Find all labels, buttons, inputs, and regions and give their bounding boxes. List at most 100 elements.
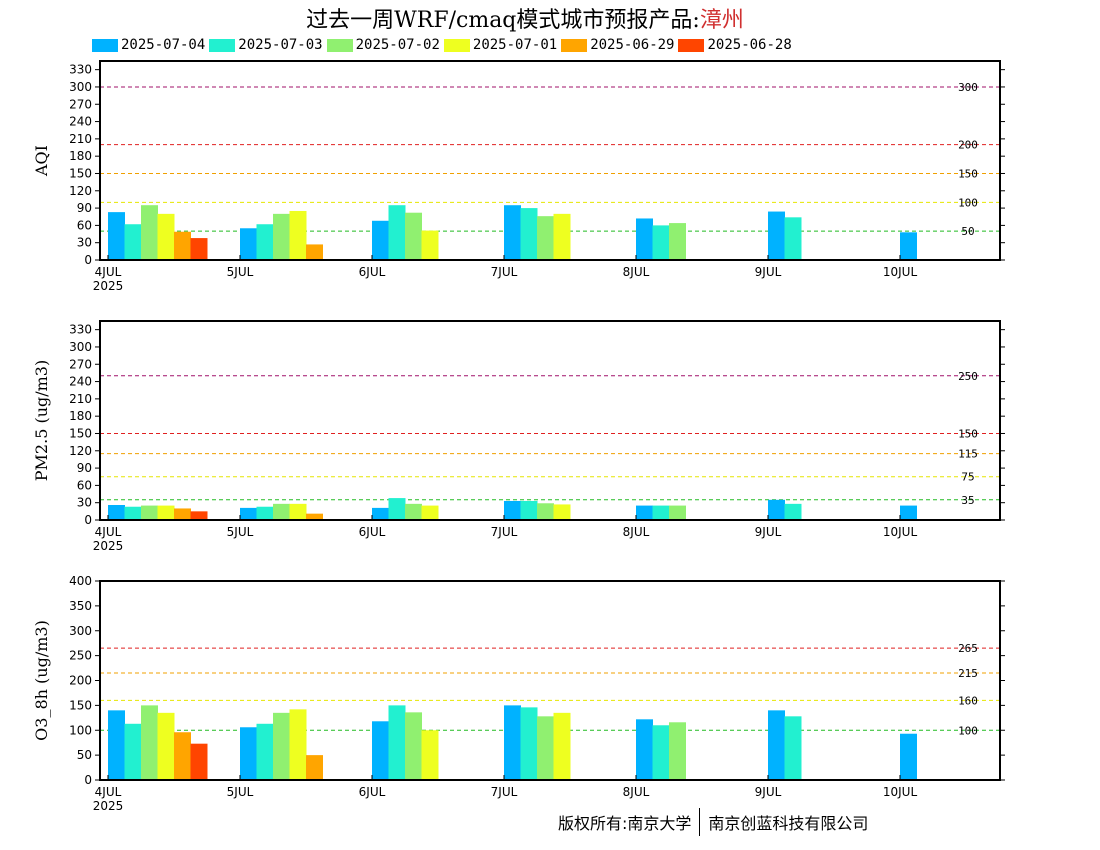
bar: [421, 505, 439, 520]
bar: [124, 506, 142, 520]
legend-swatch: [326, 38, 353, 52]
legend-item: 2025-07-01: [443, 36, 557, 54]
x-tick-label: 6JUL: [359, 785, 386, 799]
legend-swatch: [678, 38, 705, 52]
x-tick-label: 10JUL: [883, 525, 918, 539]
threshold-label: 115: [958, 448, 978, 461]
y-tick-label: 100: [69, 723, 92, 737]
bar: [636, 505, 653, 520]
threshold-label: 160: [958, 694, 978, 707]
bar: [768, 499, 785, 520]
y-axis-label: AQI: [32, 145, 51, 177]
legend-swatch: [92, 38, 118, 52]
y-tick-label: 300: [69, 340, 92, 354]
y-tick-label: 0: [84, 773, 92, 787]
y-tick-label: 300: [69, 80, 92, 94]
bar: [240, 727, 257, 780]
bar: [768, 710, 785, 780]
legend-swatch: [443, 38, 470, 52]
y-tick-label: 0: [84, 513, 92, 527]
legend-label: 2025-06-29: [590, 37, 675, 53]
x-tick-label: 4JUL: [95, 785, 122, 799]
bar: [900, 232, 917, 260]
bar: [636, 218, 653, 260]
y-tick-label: 330: [69, 63, 92, 77]
threshold-label: 100: [958, 724, 978, 737]
bar: [273, 712, 290, 780]
bar: [190, 238, 208, 260]
threshold-label: 200: [958, 139, 978, 152]
bar: [553, 712, 571, 780]
bar: [174, 231, 191, 260]
y-tick-label: 90: [77, 201, 92, 215]
x-tick-label: 8JUL: [623, 785, 650, 799]
x-tick-label: 6JUL: [359, 265, 386, 279]
bar: [256, 723, 274, 780]
bar: [273, 213, 290, 260]
y-tick-label: 330: [69, 323, 92, 337]
bar: [553, 504, 571, 520]
bar: [306, 755, 323, 780]
bar: [421, 730, 439, 780]
y-tick-label: 200: [69, 674, 92, 688]
bar: [141, 505, 158, 520]
threshold-label: 215: [958, 667, 978, 680]
y-tick-label: 210: [69, 132, 92, 146]
x-tick-label: 7JUL: [491, 265, 518, 279]
y-tick-label: 0: [84, 253, 92, 267]
bar: [520, 707, 538, 780]
bar: [240, 507, 257, 520]
threshold-label: 150: [958, 167, 978, 180]
bar: [124, 224, 142, 260]
bar: [784, 716, 802, 780]
bar: [405, 712, 422, 780]
copyright-footer: 版权所有:南京大学 南京创蓝科技有限公司: [558, 808, 868, 836]
threshold-label: 75: [961, 471, 974, 484]
x-tick-label: 10JUL: [883, 785, 918, 799]
bar: [372, 721, 389, 780]
x-tick-label: 10JUL: [883, 265, 918, 279]
y-tick-label: 30: [77, 496, 92, 510]
x-tick-label: 5JUL: [227, 785, 254, 799]
bar: [108, 710, 125, 780]
y-tick-label: 150: [69, 426, 92, 440]
y-tick-label: 150: [69, 166, 92, 180]
legend-item: 2025-07-02: [326, 36, 440, 54]
title-city: 漳州: [699, 8, 744, 33]
legend-label: 2025-06-28: [707, 37, 792, 53]
bar: [504, 500, 521, 520]
bar: [289, 210, 307, 260]
bar: [141, 205, 158, 260]
x-tick-label: 5JUL: [227, 265, 254, 279]
threshold-label: 265: [958, 642, 978, 655]
bar: [388, 705, 406, 780]
bar: [157, 712, 175, 780]
threshold-label: 35: [961, 494, 974, 507]
chart-title: 过去一周WRF/cmaq模式城市预报产品:漳州: [0, 2, 1050, 34]
x-tick-label: 9JUL: [755, 525, 782, 539]
x-tick-label: 7JUL: [491, 785, 518, 799]
bar: [669, 722, 686, 780]
bar: [388, 205, 406, 260]
bar: [652, 725, 670, 780]
bar: [784, 217, 802, 260]
legend: 2025-07-04 2025-07-03 2025-07-02 2025-07-01…: [92, 36, 796, 54]
y-tick-label: 120: [69, 444, 92, 458]
x-tick-label: 9JUL: [755, 265, 782, 279]
x-tick-label: 4JUL: [95, 265, 122, 279]
x-tick-label: 6JUL: [359, 525, 386, 539]
y-tick-label: 60: [77, 478, 92, 492]
y-tick-label: 210: [69, 392, 92, 406]
bar: [388, 498, 406, 520]
bar: [174, 508, 191, 520]
bar: [669, 505, 686, 520]
bar: [504, 705, 521, 780]
bar: [174, 732, 191, 780]
bar: [636, 719, 653, 780]
bar: [669, 223, 686, 260]
y-tick-label: 270: [69, 357, 92, 371]
x-year-label: 2025: [93, 279, 124, 293]
legend-item: 2025-06-29: [561, 36, 674, 54]
y-tick-label: 120: [69, 184, 92, 198]
